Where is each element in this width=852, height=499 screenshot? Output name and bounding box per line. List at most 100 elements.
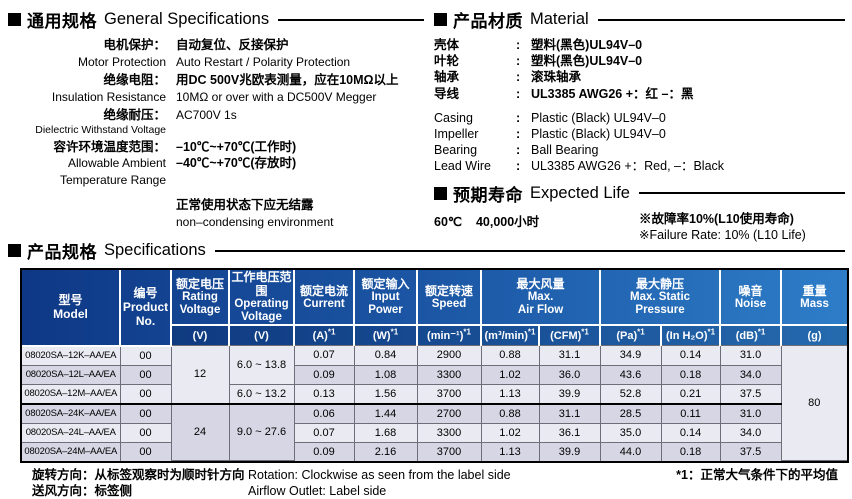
cell-input-power: 2.16 bbox=[353, 441, 418, 461]
cell-airflow-cfm: 36.1 bbox=[538, 422, 601, 443]
spacer bbox=[434, 102, 845, 110]
cell-model: 08020SA–12K–AA/EA bbox=[22, 345, 121, 366]
cell-product-no: 00 bbox=[119, 422, 172, 443]
spec-value-zh: 用DC 500V兆欧表测量，应在10MΩ以上 bbox=[176, 73, 399, 87]
section-title-en: Expected Life bbox=[530, 183, 630, 202]
cell-product-no: 00 bbox=[119, 345, 172, 366]
spec-label-zh: 绝缘电阻： bbox=[103, 73, 166, 87]
col-unit-pressure-inh2o: (In H₂O)*1 bbox=[660, 324, 722, 346]
footnotes: 旋转方向：从标签观察时为顺时针方向 送风方向：标签侧 Rotation: Clo… bbox=[32, 467, 838, 499]
cell-pressure-inh2o: 0.21 bbox=[660, 383, 721, 404]
cell-airflow-m3min: 1.02 bbox=[480, 422, 540, 443]
spec-value-en: 10MΩ or over with a DC500V Megger bbox=[176, 89, 377, 104]
section-title-zh: 通用规格 bbox=[27, 12, 97, 31]
table-row-12l: 08020SA–12L–AA/EA 00 0.09 1.08 3300 1.02… bbox=[22, 364, 847, 385]
cell-pressure-pa: 43.6 bbox=[599, 364, 662, 385]
rotation-note-en: Rotation: Clockwise as seen from the lab… bbox=[248, 468, 511, 482]
cell-pressure-pa: 35.0 bbox=[599, 422, 662, 443]
cell-model: 08020SA–12L–AA/EA bbox=[22, 364, 121, 385]
cell-noise: 37.5 bbox=[719, 441, 782, 461]
cell-model: 08020SA–12M–AA/EA bbox=[22, 383, 121, 404]
cell-current: 0.09 bbox=[293, 441, 355, 461]
specifications-table-frame: 型号 Model 编号 Product No. 额定电压 Rating Volta… bbox=[20, 268, 849, 463]
cell-airflow-m3min: 1.13 bbox=[480, 383, 540, 404]
cell-pressure-inh2o: 0.14 bbox=[660, 422, 721, 443]
material-row-leadwire-zh: 导线: UL3385 AWG26 +：红 –：黑 bbox=[434, 86, 694, 101]
life-note-en: ※Failure Rate: 10% (L10 Life) bbox=[639, 228, 806, 243]
col-header-model: 型号 Model bbox=[22, 270, 121, 347]
spec-label-zh: 电机保护： bbox=[103, 38, 166, 52]
airflow-note-zh: 送风方向：标签侧 bbox=[32, 484, 133, 498]
cell-mass: 80 bbox=[780, 345, 848, 461]
spec-value-zh: 正常使用状态下应无结露 bbox=[176, 198, 314, 212]
cell-current: 0.13 bbox=[293, 383, 355, 404]
expected-life-content: 60℃ 40,000小时 ※故障率10%(L10使用寿命) ※Failure Ra… bbox=[434, 211, 845, 244]
col-unit-input-power: (W)*1 bbox=[353, 324, 418, 346]
cell-noise: 31.0 bbox=[719, 402, 782, 424]
spec-value-zh: –10℃~+70℃(工作时) bbox=[176, 139, 297, 154]
specifications-table: 型号 Model 编号 Product No. 额定电压 Rating Volta… bbox=[22, 270, 848, 461]
cell-product-no: 00 bbox=[119, 441, 172, 461]
cell-pressure-pa: 28.5 bbox=[599, 402, 662, 424]
spec-label-zh: 容许环境温度范围： bbox=[53, 139, 166, 154]
heading-rule bbox=[638, 192, 845, 195]
col-header-noise: 噪音 Noise bbox=[719, 270, 783, 326]
cell-pressure-inh2o: 0.18 bbox=[660, 364, 721, 385]
cell-speed: 2700 bbox=[416, 402, 482, 424]
cell-current: 0.07 bbox=[293, 345, 355, 366]
col-unit-noise: (dB)*1 bbox=[719, 324, 783, 346]
spec-label-en: Allowable Ambient Temperature Range bbox=[59, 156, 166, 187]
table-row-24k: 08020SA–24K–AA/EA 00 24 9.0 ~ 27.6 0.06 … bbox=[22, 402, 847, 461]
cell-current: 0.06 bbox=[293, 402, 355, 424]
section-marker-icon bbox=[434, 186, 447, 200]
col-header-operating-voltage: 工作电压范围 Operating Voltage bbox=[228, 270, 295, 326]
cell-current: 0.07 bbox=[293, 422, 355, 443]
spec-row-insulation-resistance: 绝缘电阻： Insulation Resistance 用DC 500V兆欧表测… bbox=[8, 72, 424, 105]
cell-speed: 3700 bbox=[416, 441, 482, 461]
material-row-casing-en: Casing: Plastic (Black) UL94V–0 bbox=[434, 110, 666, 125]
cell-airflow-cfm: 36.0 bbox=[538, 364, 601, 385]
table-row-12m: 08020SA–12M–AA/EA 00 6.0 ~ 13.2 0.13 1.5… bbox=[22, 383, 847, 404]
specifications-heading: 产品规格 Specifications bbox=[8, 238, 845, 263]
col-header-current: 额定电流 Current bbox=[293, 270, 355, 326]
cell-noise: 37.5 bbox=[719, 383, 782, 404]
cell-input-power: 1.56 bbox=[353, 383, 418, 404]
section-marker-icon bbox=[8, 244, 21, 257]
spec-label-en: Insulation Resistance bbox=[51, 89, 166, 104]
asterisk-note: *1：正常大气条件下的平均值 bbox=[676, 468, 838, 482]
cell-model: 08020SA–24K–AA/EA bbox=[22, 402, 121, 424]
specifications-section: 产品规格 Specifications 型号 Model 编号 Product … bbox=[0, 238, 852, 499]
col-unit-airflow-cfm: (CFM)*1 bbox=[537, 324, 602, 346]
life-note-zh: ※故障率10%(L10使用寿命) bbox=[639, 211, 794, 226]
col-header-product-no: 编号 Product No. bbox=[119, 270, 172, 347]
col-unit-pressure-pa: (Pa)*1 bbox=[599, 324, 663, 346]
spec-value-en: non–condensing environment bbox=[176, 214, 334, 229]
col-header-rating-voltage: 额定电压 Rating Voltage bbox=[170, 270, 230, 326]
material-row-impeller-zh: 叶轮: 塑料(黑色)UL94V–0 bbox=[434, 54, 643, 69]
cell-noise: 31.0 bbox=[719, 345, 782, 366]
life-temperature: 60℃ bbox=[434, 214, 462, 229]
col-unit-mass: (g) bbox=[780, 324, 848, 346]
spec-value-en: AC700V 1s bbox=[176, 108, 237, 122]
cell-input-power: 1.44 bbox=[353, 402, 418, 424]
cell-airflow-cfm: 39.9 bbox=[538, 441, 601, 461]
spec-row-dielectric-withstand: 绝缘耐压： Dielectric Withstand Voltage AC700… bbox=[8, 107, 424, 137]
cell-pressure-inh2o: 0.14 bbox=[660, 345, 721, 366]
cell-rating-voltage-24: 24 bbox=[170, 402, 230, 461]
cell-pressure-inh2o: 0.11 bbox=[660, 402, 721, 424]
airflow-note-en: Airflow Outlet: Label side bbox=[248, 484, 387, 498]
cell-airflow-m3min: 1.02 bbox=[480, 364, 540, 385]
col-unit-current: (A)*1 bbox=[293, 324, 355, 346]
section-title-zh: 预期寿命 bbox=[453, 185, 523, 205]
spec-value-en: Auto Restart / Polarity Protection bbox=[176, 54, 351, 69]
cell-rating-voltage-12: 12 bbox=[170, 345, 230, 404]
cell-pressure-pa: 52.8 bbox=[599, 383, 662, 404]
col-header-input-power: 额定输入 Input Power bbox=[353, 270, 418, 326]
material-row-impeller-en: Impeller: Plastic (Black) UL94V–0 bbox=[434, 127, 666, 142]
top-area: 通用规格 General Specifications 电机保护： Motor … bbox=[0, 0, 852, 242]
col-header-max-airflow: 最大风量 Max. Air Flow bbox=[479, 270, 602, 326]
spec-row-motor-protection: 电机保护： Motor Protection 自动复位、反接保护 Auto Re… bbox=[8, 37, 424, 70]
cell-operating-range-24: 9.0 ~ 27.6 bbox=[228, 402, 295, 461]
cell-airflow-cfm: 31.1 bbox=[538, 345, 601, 366]
col-unit-operating-voltage: (V) bbox=[228, 324, 295, 346]
